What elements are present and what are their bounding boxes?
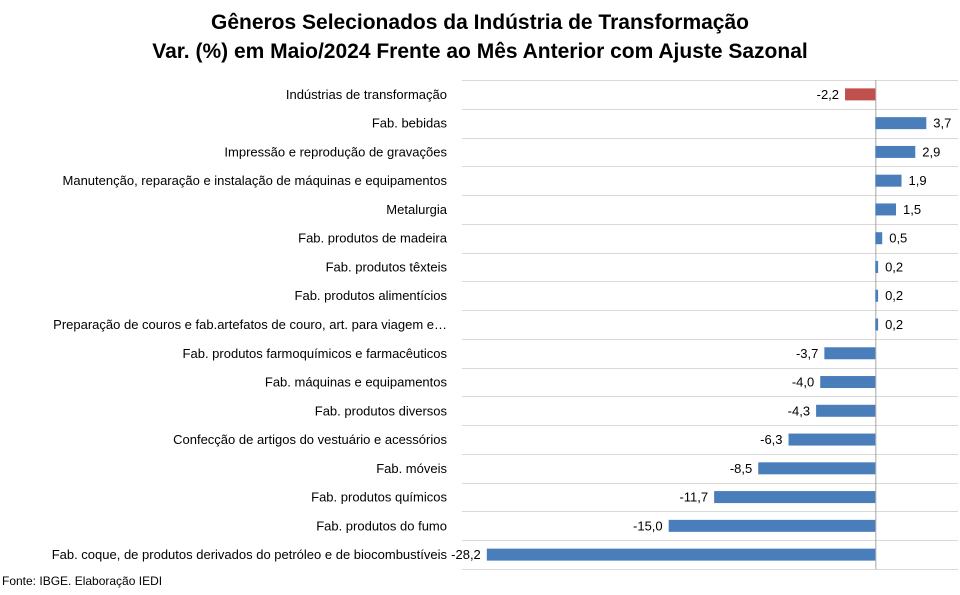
data-label: -4,3	[788, 403, 810, 418]
category-label: Fab. produtos têxteis	[326, 259, 448, 274]
bar-8	[875, 318, 879, 331]
data-label: -6,3	[760, 432, 782, 447]
source-note: Fonte: IBGE. Elaboração IEDI	[2, 574, 163, 588]
data-label: 1,5	[903, 202, 921, 217]
bar-4	[875, 203, 896, 216]
category-label: Fab. produtos diversos	[315, 403, 448, 418]
category-label: Fab. produtos de madeira	[298, 231, 448, 246]
category-label: Manutenção, reparação e instalação de má…	[63, 173, 448, 188]
bar-16	[486, 548, 876, 561]
data-label: 1,9	[909, 173, 927, 188]
bar-12	[788, 433, 876, 446]
data-label: -2,2	[817, 87, 839, 102]
data-label: 3,7	[933, 116, 951, 131]
bar-7	[875, 289, 879, 302]
category-label: Preparação de couros e fab.artefatos de …	[53, 317, 447, 332]
category-label: Fab. produtos químicos	[311, 490, 447, 505]
bar-0	[845, 88, 876, 101]
bar-9	[824, 347, 876, 360]
category-label: Fab. bebidas	[372, 116, 448, 131]
chart-title-block: Gêneros Selecionados da Indústria de Tra…	[0, 8, 960, 66]
category-label: Fab. produtos alimentícios	[295, 288, 448, 303]
bar-3	[875, 174, 902, 187]
bar-5	[875, 232, 883, 245]
bar-6	[875, 260, 879, 273]
chart-subtitle: Var. (%) em Maio/2024 Frente ao Mês Ante…	[152, 40, 808, 63]
data-label: 0,5	[889, 231, 907, 246]
data-label: -15,0	[633, 518, 663, 533]
chart-title: Gêneros Selecionados da Indústria de Tra…	[210, 11, 749, 34]
bar-1	[875, 117, 927, 130]
data-label: 0,2	[885, 317, 903, 332]
data-label: -11,7	[679, 490, 708, 505]
category-label: Confecção de artigos do vestuário e aces…	[173, 432, 447, 447]
category-label: Fab. coque, de produtos derivados do pet…	[52, 547, 448, 562]
data-label: 0,2	[885, 259, 903, 274]
bar-2	[875, 145, 916, 158]
category-label: Fab. móveis	[376, 461, 447, 476]
bar-11	[816, 404, 876, 417]
bar-15	[668, 519, 876, 532]
data-label: -28,2	[451, 547, 481, 562]
bar-10	[820, 376, 876, 389]
data-label: -4,0	[792, 375, 814, 390]
category-label: Fab. produtos farmoquímicos e farmacêuti…	[183, 346, 448, 361]
data-label: -3,7	[796, 346, 818, 361]
data-label: 2,9	[922, 144, 940, 159]
category-label: Indústrias de transformação	[286, 87, 447, 102]
bar-13	[758, 462, 876, 475]
bar-14	[714, 491, 876, 504]
category-label: Fab. produtos do fumo	[316, 518, 447, 533]
category-label: Metalurgia	[386, 202, 447, 217]
category-label: Impressão e reprodução de gravações	[224, 144, 447, 159]
category-label: Fab. máquinas e equipamentos	[265, 375, 448, 390]
data-label: 0,2	[885, 288, 903, 303]
data-label: -8,5	[730, 461, 752, 476]
